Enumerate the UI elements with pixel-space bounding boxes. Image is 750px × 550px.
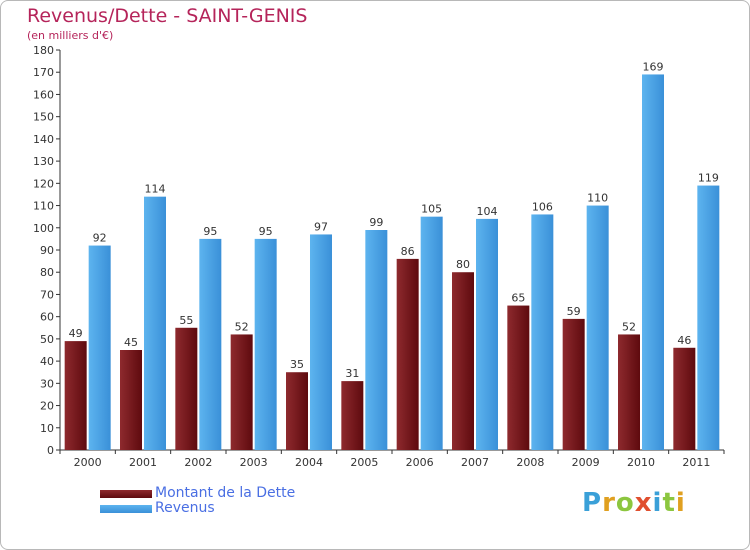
- y-tick-label: 140: [33, 133, 54, 146]
- y-tick-label: 170: [33, 66, 54, 79]
- data-label-debt: 52: [235, 320, 249, 333]
- x-tick-label: 2000: [74, 456, 102, 469]
- bar-revenue: [420, 216, 443, 450]
- bar-debt: [507, 305, 530, 450]
- bar-revenue: [365, 230, 388, 450]
- x-tick-label: 2004: [295, 456, 323, 469]
- data-label-revenue: 106: [532, 200, 553, 213]
- y-tick-label: 20: [40, 400, 54, 413]
- bar-revenue: [586, 205, 609, 450]
- data-label-revenue: 97: [314, 220, 328, 233]
- data-label-debt: 80: [456, 258, 470, 271]
- bar-debt: [175, 327, 198, 450]
- bar-revenue: [476, 218, 498, 450]
- bar-debt: [120, 350, 142, 450]
- data-label-debt: 45: [124, 336, 138, 349]
- data-label-revenue: 105: [421, 203, 442, 216]
- x-tick-label: 2002: [184, 456, 212, 469]
- y-tick-label: 180: [33, 44, 54, 57]
- data-label-revenue: 114: [145, 183, 166, 196]
- x-tick-label: 2009: [572, 456, 600, 469]
- y-tick-label: 130: [33, 155, 54, 168]
- bar-revenue: [697, 185, 720, 451]
- bar-debt: [562, 318, 585, 450]
- bar-revenue: [531, 214, 554, 450]
- legend-label-debt: Montant de la Dette: [155, 485, 296, 501]
- chart-subtitle: (en milliers d'€): [27, 29, 114, 42]
- y-tick-label: 110: [33, 200, 54, 213]
- data-label-debt: 55: [179, 314, 193, 327]
- legend: Montant de la Dette Revenus: [100, 486, 295, 516]
- data-label-debt: 49: [69, 327, 83, 340]
- logo-letter: i: [652, 488, 663, 518]
- legend-swatch-debt: [100, 489, 152, 498]
- data-label-debt: 46: [677, 334, 691, 347]
- y-tick-label: 60: [40, 311, 54, 324]
- bar-revenue: [310, 234, 332, 450]
- data-label-revenue: 104: [477, 205, 498, 218]
- bar-debt: [286, 372, 308, 450]
- y-tick-label: 30: [40, 377, 54, 390]
- data-label-revenue: 110: [587, 192, 608, 205]
- logo-letter: r: [602, 488, 616, 518]
- data-label-debt: 65: [511, 292, 525, 305]
- y-tick-label: 10: [40, 422, 54, 435]
- x-tick-label: 2005: [350, 456, 378, 469]
- y-tick-label: 70: [40, 288, 54, 301]
- bar-debt: [673, 347, 696, 450]
- y-tick-label: 90: [40, 244, 54, 257]
- bar-debt: [396, 258, 419, 450]
- y-tick-label: 0: [47, 444, 54, 457]
- y-tick-label: 120: [33, 177, 54, 190]
- y-tick-label: 160: [33, 88, 54, 101]
- bar-debt: [230, 334, 253, 450]
- y-tick-label: 100: [33, 222, 54, 235]
- y-tick-label: 150: [33, 111, 54, 124]
- x-tick-label: 2007: [461, 456, 489, 469]
- bar-debt: [452, 272, 474, 450]
- data-label-revenue: 95: [203, 225, 217, 238]
- bar-revenue: [144, 196, 166, 450]
- data-label-revenue: 99: [369, 216, 383, 229]
- logo-letter: x: [634, 488, 653, 518]
- data-label-debt: 35: [290, 358, 304, 371]
- x-tick-label: 2006: [406, 456, 434, 469]
- data-label-debt: 52: [622, 320, 636, 333]
- legend-item-debt: Montant de la Dette: [100, 486, 295, 501]
- logo-letter: i: [675, 488, 686, 518]
- bar-revenue: [199, 238, 222, 450]
- bar-revenue: [642, 74, 664, 450]
- chart-title: Revenus/Dette - SAINT-GENIS: [27, 5, 308, 27]
- logo-letter: P: [582, 488, 603, 518]
- data-label-revenue: 95: [259, 225, 273, 238]
- legend-item-revenue: Revenus: [100, 501, 295, 516]
- data-label-revenue: 119: [698, 172, 719, 185]
- x-tick-label: 2003: [240, 456, 268, 469]
- bar-revenue: [88, 245, 111, 450]
- x-tick-label: 2008: [516, 456, 544, 469]
- legend-label-revenue: Revenus: [155, 500, 215, 516]
- bar-revenue: [254, 238, 277, 450]
- x-tick-label: 2011: [682, 456, 710, 469]
- data-label-debt: 86: [401, 245, 415, 258]
- proxiti-logo: Proxiti: [582, 488, 686, 518]
- y-tick-label: 80: [40, 266, 54, 279]
- x-tick-label: 2001: [129, 456, 157, 469]
- y-tick-label: 40: [40, 355, 54, 368]
- data-label-debt: 31: [345, 367, 359, 380]
- logo-letter: t: [662, 488, 676, 518]
- data-label-debt: 59: [567, 305, 581, 318]
- legend-swatch-revenue: [100, 504, 152, 513]
- x-tick-label: 2010: [627, 456, 655, 469]
- y-tick-label: 50: [40, 333, 54, 346]
- bar-debt: [618, 334, 640, 450]
- data-label-revenue: 169: [643, 60, 664, 73]
- bar-debt: [64, 341, 87, 450]
- logo-letter: o: [615, 488, 635, 518]
- bar-debt: [341, 381, 364, 450]
- data-label-revenue: 92: [93, 232, 107, 245]
